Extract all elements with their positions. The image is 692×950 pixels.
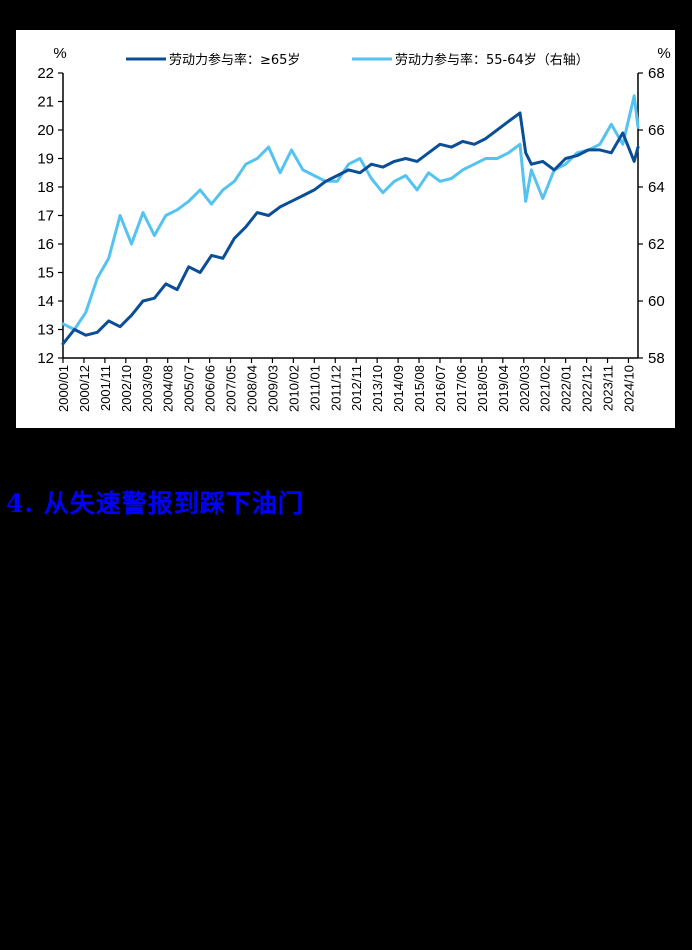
left-axis-tick-label: 19	[37, 151, 54, 168]
x-axis-tick-label: 2016/07	[433, 365, 448, 412]
x-axis-tick-label: 2003/09	[140, 365, 155, 412]
x-axis-tick-label: 2019/04	[496, 365, 511, 412]
left-axis-tick-label: 16	[37, 236, 54, 253]
x-axis-tick-label: 2001/11	[98, 365, 113, 411]
right-axis-tick-label: 66	[648, 122, 665, 139]
x-axis-tick-label: 2011/12	[328, 365, 343, 411]
right-axis-tick-label: 58	[648, 350, 665, 367]
right-axis-tick-label: 62	[648, 236, 665, 253]
series-65plus-line	[61, 111, 640, 346]
legend-label-65plus: 劳动力参与率：≥65岁	[169, 52, 300, 68]
x-axis-tick-label: 2000/12	[77, 365, 92, 412]
x-axis-tick-label: 2015/08	[412, 365, 427, 412]
x-axis-tick-label: 2004/08	[161, 365, 176, 412]
x-axis-tick-label: 2022/12	[580, 365, 595, 412]
series-55-64-line	[61, 94, 640, 331]
left-axis-tick-label: 12	[37, 350, 54, 367]
x-axis-tick-label: 2018/05	[475, 365, 490, 412]
chart-legend: 劳动力参与率：≥65岁 劳动力参与率：55-64岁（右轴）	[126, 52, 589, 68]
section-heading: 4. 从失速警报到踩下油门	[6, 489, 304, 518]
chart-lines	[61, 94, 640, 346]
x-axis-tick-label: 2010/02	[286, 365, 301, 412]
x-axis-tick-label: 2013/10	[370, 365, 385, 412]
x-axis-tick-label: 2002/10	[119, 365, 134, 412]
x-axis-tick-label: 2007/05	[224, 365, 239, 412]
x-axis-tick-label: 2000/01	[56, 365, 71, 412]
x-axis-tick-label: 2011/01	[307, 365, 322, 411]
right-axis-tick-label: 68	[648, 65, 665, 82]
x-axis-tick-label: 2009/03	[265, 365, 280, 412]
x-axis-tick-label: 2005/07	[182, 365, 197, 412]
legend-label-55-64: 劳动力参与率：55-64岁（右轴）	[395, 52, 589, 68]
left-axis-unit: %	[53, 45, 66, 62]
x-axis-tick-label: 2023/11	[601, 365, 616, 411]
right-axis-tick-label: 64	[648, 179, 665, 196]
x-axis-tick-label: 2017/06	[454, 365, 469, 412]
x-axis-tick-label: 2022/01	[559, 365, 574, 412]
line-chart: 劳动力参与率：≥65岁 劳动力参与率：55-64岁（右轴） % % 12 13 14 15 1…	[37, 45, 670, 412]
left-axis-tick-label: 21	[37, 94, 54, 111]
left-axis-tick-label: 17	[37, 208, 54, 225]
left-axis-tick-label: 20	[37, 122, 54, 139]
left-axis-tick-label: 15	[37, 265, 54, 282]
right-axis-unit: %	[657, 45, 670, 62]
left-axis-tick-label: 14	[37, 293, 54, 310]
right-axis-tick-label: 60	[648, 293, 665, 310]
x-axis-tick-label: 2021/02	[538, 365, 553, 412]
x-axis-tick-label: 2008/04	[244, 365, 259, 412]
x-axis-tick-label: 2012/11	[349, 365, 364, 411]
x-axis-tick-label: 2006/06	[203, 365, 218, 412]
chart-panel: 劳动力参与率：≥65岁 劳动力参与率：55-64岁（右轴） %% 12 13 14 15 1…	[16, 30, 675, 428]
x-axis-tick-label: 2024/10	[621, 365, 636, 412]
left-axis-tick-label: 13	[37, 322, 54, 339]
x-axis-tick-label: 2020/03	[517, 365, 532, 412]
chart-axes: % % 12 13 14 15 16 17 18 19 20 21 22 58 60 62 64 66 68 2000…	[37, 45, 670, 412]
left-axis-tick-label: 22	[37, 65, 54, 82]
x-axis-tick-label: 2014/09	[391, 365, 406, 412]
left-axis-tick-label: 18	[37, 179, 54, 196]
